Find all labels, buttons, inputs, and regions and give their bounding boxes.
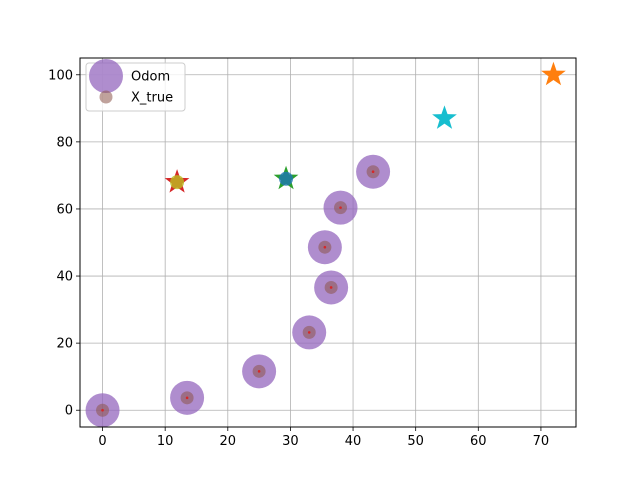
legend: Odom X_true (85, 59, 186, 112)
landmark-star (541, 61, 566, 86)
axis-ticks: 0 10 20 30 40 50 60 70 0 20 40 60 80 100 (48, 68, 549, 449)
x-true-center (101, 408, 104, 412)
x-true-center (257, 370, 261, 373)
landmark-star (432, 105, 457, 129)
x-true-center (307, 331, 311, 334)
landmark-estimate-dot (279, 171, 294, 186)
axes-frame (79, 57, 577, 428)
x-true-center (329, 286, 333, 289)
landmark-estimate-dot (170, 175, 185, 190)
x-true-center (323, 245, 327, 249)
legend-x-true-marker (99, 90, 113, 104)
legend-odom-marker (89, 59, 123, 93)
x-tick-label: 40 (345, 434, 362, 449)
x-tick-label: 50 (407, 434, 424, 449)
y-tick-label: 0 (65, 404, 73, 419)
y-tick-label: 80 (56, 135, 73, 150)
x-tick-label: 0 (98, 434, 106, 449)
x-tick-label: 60 (470, 434, 487, 449)
y-tick-label: 40 (56, 270, 73, 285)
legend-odom-label: Odom (131, 70, 170, 85)
x-tick-label: 10 (157, 434, 174, 449)
x-tick-label: 20 (220, 434, 237, 449)
y-tick-label: 100 (48, 68, 73, 83)
y-tick-label: 20 (56, 337, 73, 352)
plot-marks (85, 61, 566, 428)
y-tick-label: 60 (56, 202, 73, 217)
x-true-center (339, 206, 342, 209)
x-tick-label: 30 (282, 434, 299, 449)
legend-x-true-label: X_true (131, 91, 173, 106)
x-true-center (371, 170, 375, 174)
x-tick-label: 70 (533, 434, 550, 449)
x-true-center (185, 396, 189, 400)
